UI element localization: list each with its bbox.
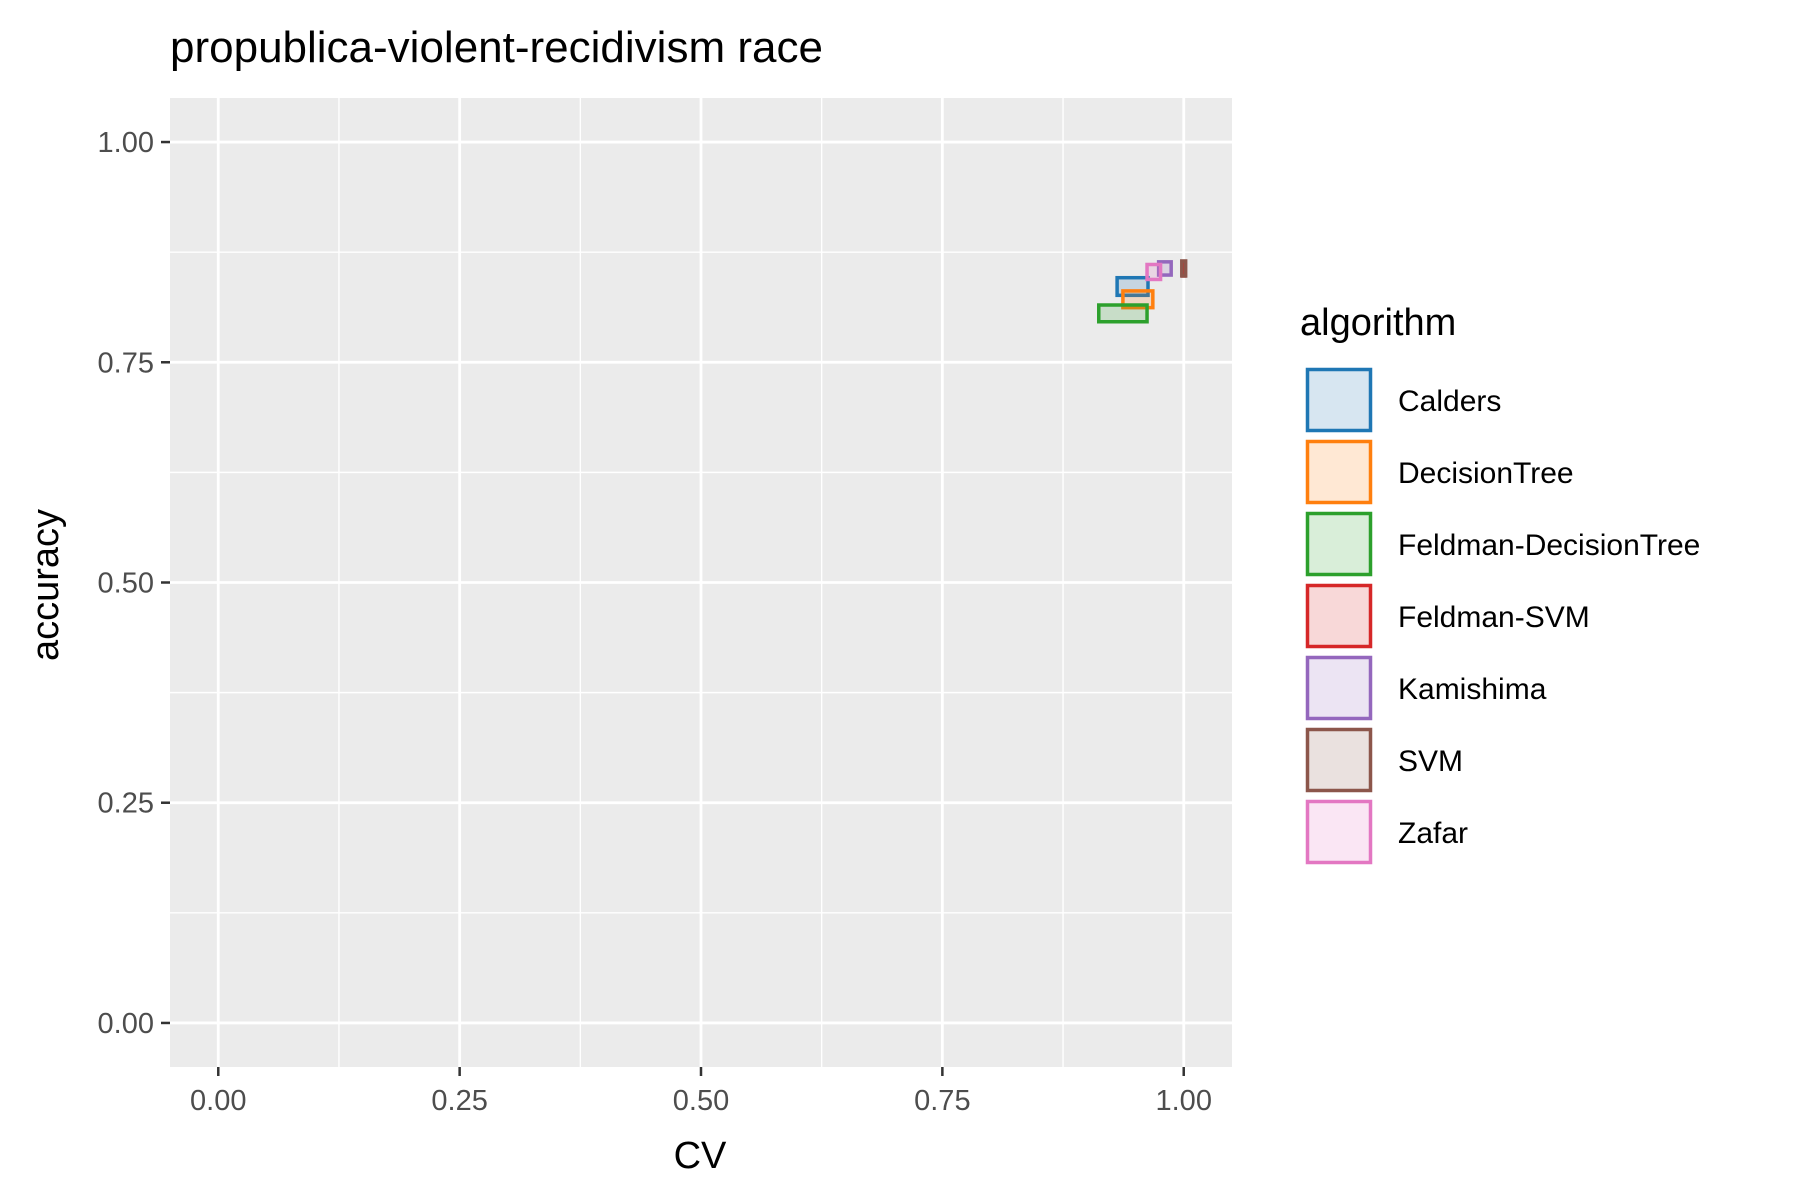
legend-key-bg-zafar (1306, 800, 1372, 864)
legend-key-zafar (1305, 799, 1373, 865)
legend: algorithm Calders DecisionTree Feldman-Dec… (1300, 302, 1700, 865)
rect-mark-svm (1180, 259, 1188, 278)
legend-label-calders: Calders (1398, 385, 1501, 418)
legend-label-kamishima: Kamishima (1398, 673, 1547, 706)
data-rectangles (1097, 259, 1188, 324)
major-gridlines (170, 98, 1232, 1067)
legend-label-feldman-svm: Feldman-SVM (1398, 601, 1590, 634)
legend-key-bg-feldman-svm (1306, 584, 1372, 648)
legend-key-bg-decisiontree (1306, 440, 1372, 504)
legend-key-svm (1305, 727, 1373, 793)
legend-label-svm: SVM (1398, 745, 1463, 778)
y-tick-label: 0.25 (98, 788, 154, 820)
x-axis-title: CV (674, 1135, 727, 1177)
legend-key-feldman-decisiontree (1305, 511, 1373, 577)
y-axis-title: accuracy (25, 509, 67, 661)
legend-key-bg-svm (1306, 728, 1372, 792)
legend-label-feldman-decisiontree: Feldman-DecisionTree (1398, 529, 1700, 562)
y-tick-label: 1.00 (98, 127, 154, 159)
legend-key-bg-feldman-decisiontree (1306, 512, 1372, 576)
x-tick-label: 0.25 (431, 1085, 487, 1117)
y-tick-label: 0.00 (98, 1008, 154, 1040)
legend-key-decisiontree (1305, 439, 1373, 505)
legend-key-feldman-svm (1305, 583, 1373, 649)
rect-mark-feldman-decisiontree (1097, 303, 1149, 324)
legend-key-calders (1305, 367, 1373, 433)
x-tick-label: 1.00 (1156, 1085, 1212, 1117)
legend-label-decisiontree: DecisionTree (1398, 457, 1574, 490)
x-tick-label: 0.50 (673, 1085, 729, 1117)
x-tick-label: 0.75 (914, 1085, 970, 1117)
y-tick-label: 0.50 (98, 568, 154, 600)
legend-label-zafar: Zafar (1398, 817, 1468, 850)
legend-key-kamishima (1305, 655, 1373, 721)
legend-title: algorithm (1300, 302, 1456, 344)
y-axis: 0.00 0.25 0.50 0.75 1.00 (98, 127, 170, 1040)
y-tick-label: 0.75 (98, 347, 154, 379)
x-tick-label: 0.00 (190, 1085, 246, 1117)
chart-title: propublica-violent-recidivism race (170, 23, 823, 72)
legend-items: Calders DecisionTree Feldman-DecisionTree F… (1305, 367, 1700, 865)
rect-mark-zafar (1145, 262, 1163, 282)
legend-key-bg-calders (1306, 368, 1372, 432)
x-axis: 0.00 0.25 0.50 0.75 1.00 (190, 1067, 1212, 1117)
legend-key-bg-kamishima (1306, 656, 1372, 720)
